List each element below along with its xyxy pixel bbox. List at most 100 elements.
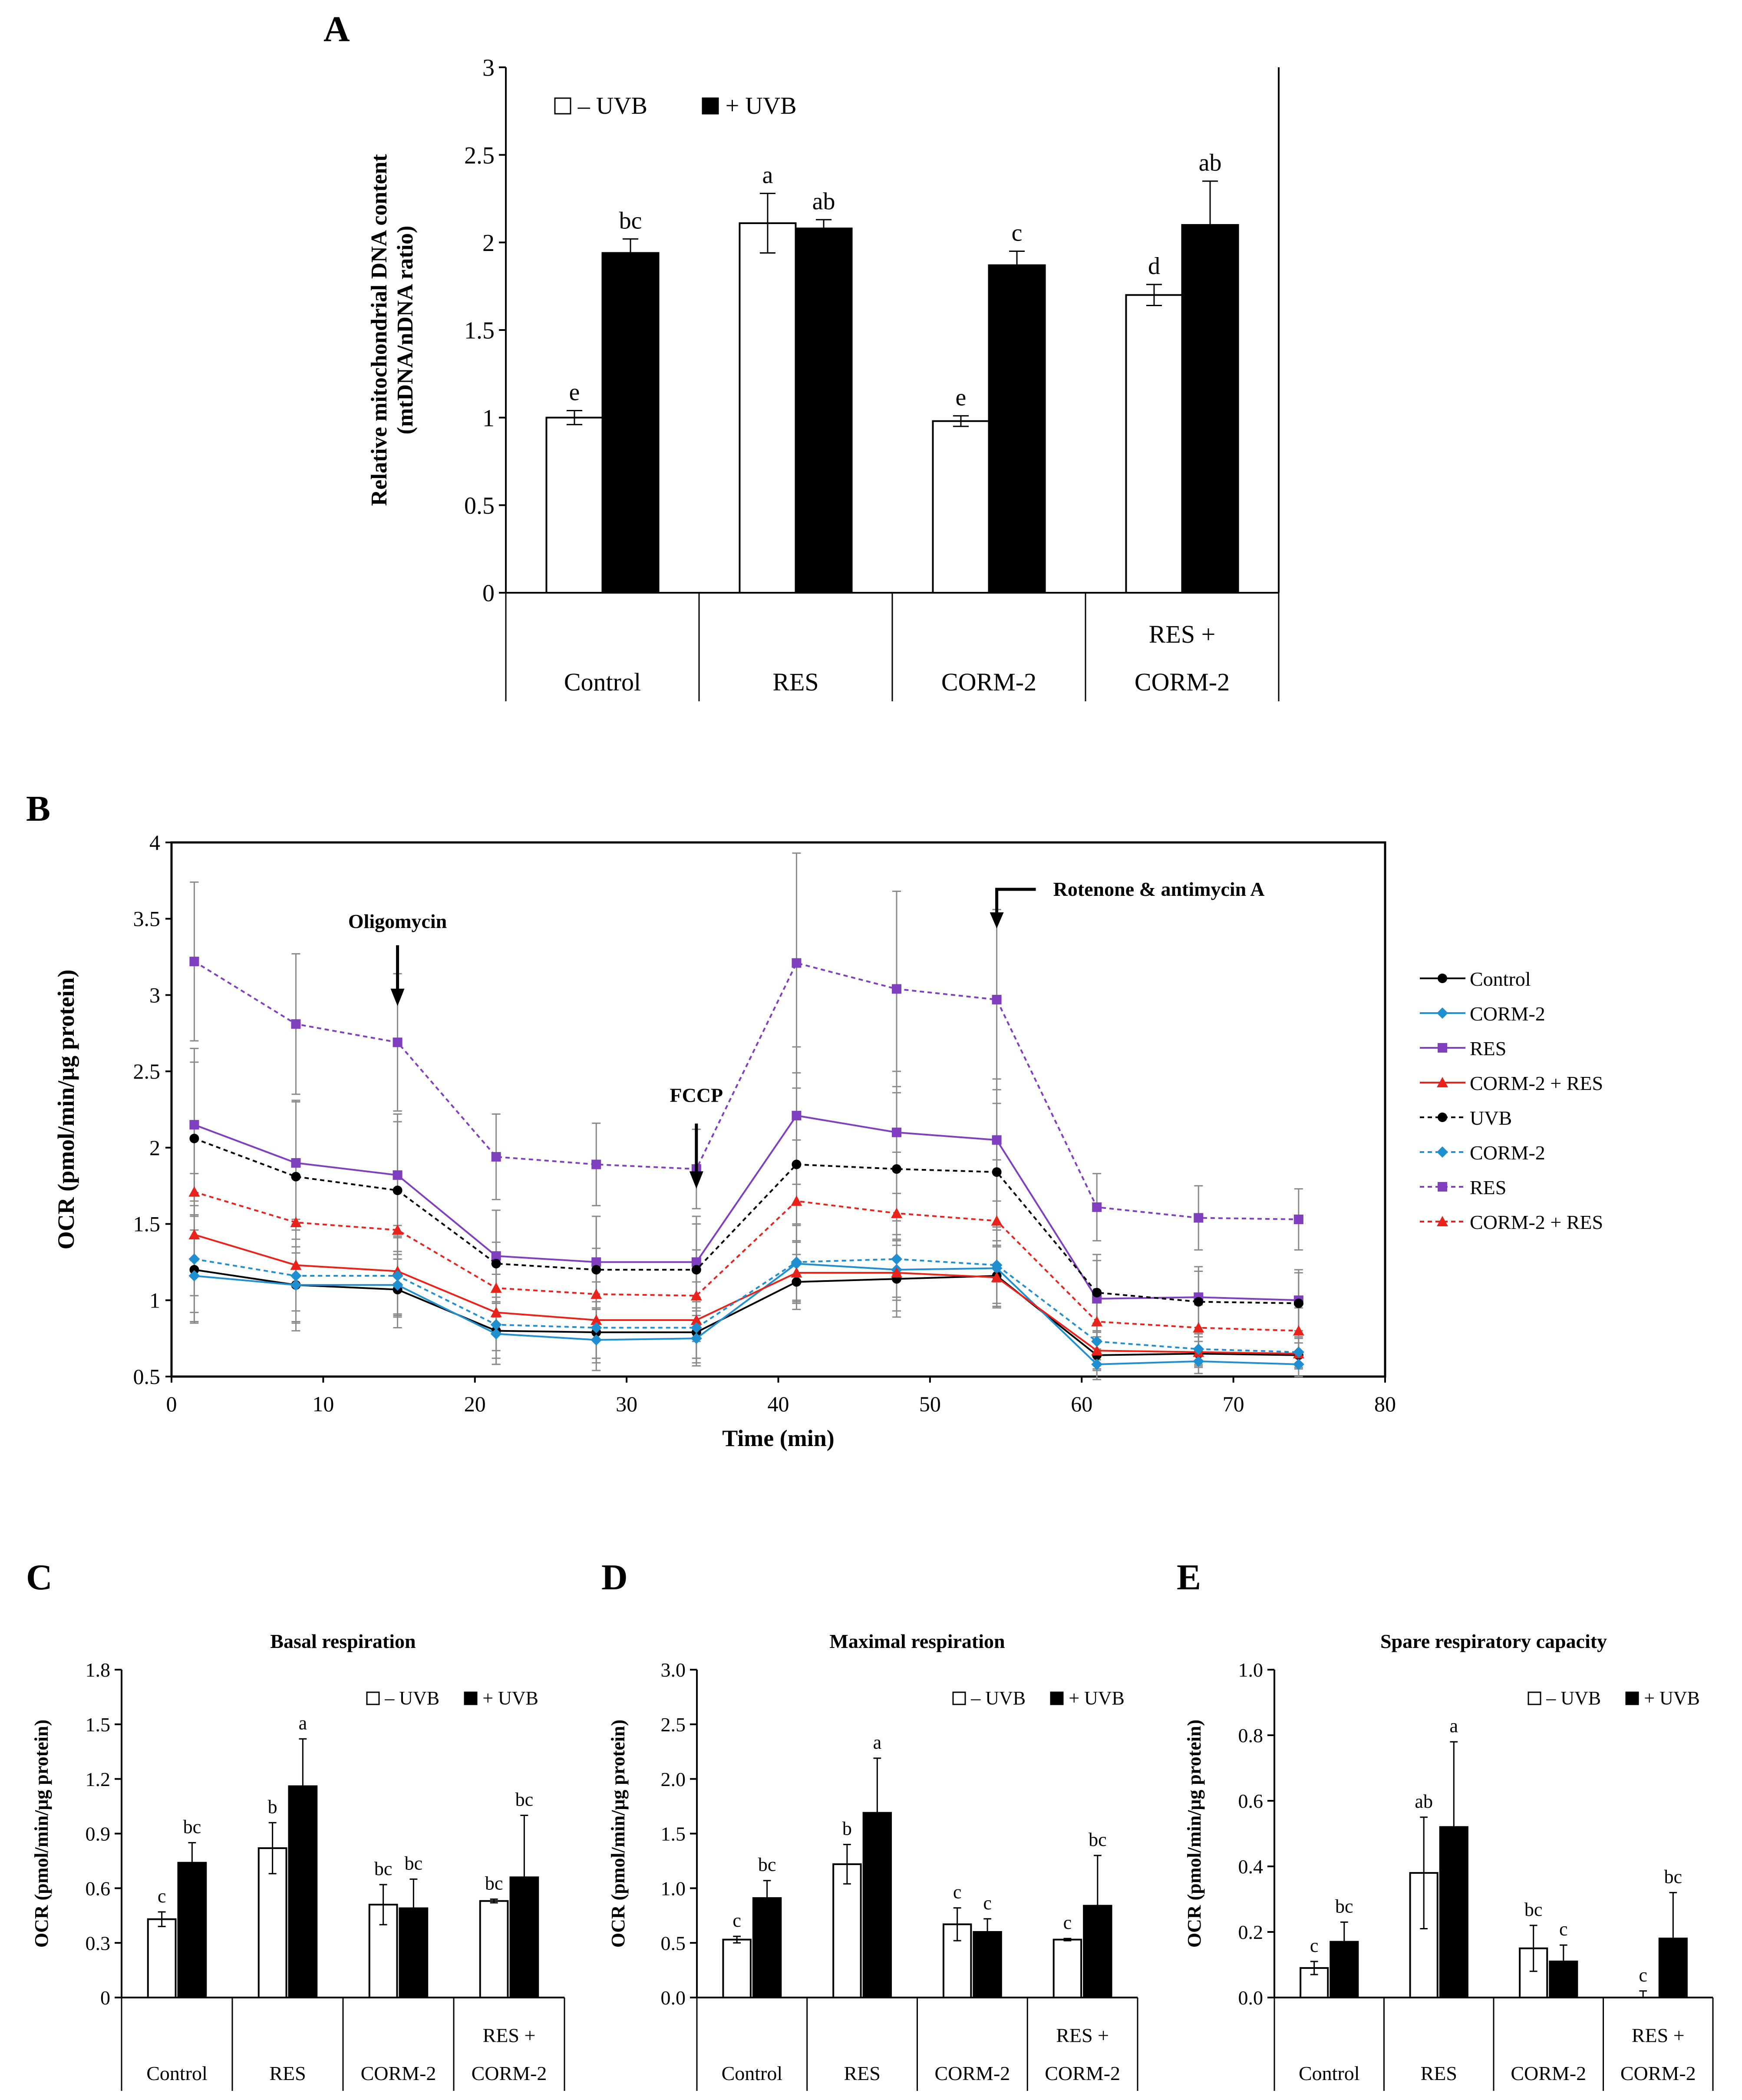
x-tick-label: 40 <box>768 1392 789 1416</box>
y-tick-label: 0.9 <box>86 1823 111 1845</box>
significance-letter: bc <box>1089 1829 1107 1850</box>
panel-label-a: A <box>323 9 350 50</box>
legend-label: + UVB <box>726 92 797 119</box>
y-tick-label: 2 <box>482 230 495 257</box>
data-point <box>591 1322 602 1334</box>
y-tick-label: 3.0 <box>661 1659 686 1681</box>
y-tick-label: 0 <box>100 1987 110 2009</box>
bar <box>479 1900 509 1998</box>
legend-label: – UVB <box>577 92 647 119</box>
significance-letter: e <box>956 384 967 411</box>
series-line <box>194 1114 1299 1301</box>
legend-label: CORM-2 <box>1470 1003 1545 1025</box>
data-point <box>1091 1316 1103 1327</box>
data-point <box>291 1158 301 1168</box>
y-tick-label: 1.5 <box>133 1212 161 1236</box>
data-point <box>290 1259 302 1270</box>
y-tick-label: 4 <box>149 830 160 855</box>
significance-letter: c <box>158 1885 166 1907</box>
significance-letter: ab <box>1415 1791 1433 1812</box>
legend-marker <box>1437 1007 1448 1019</box>
y-tick-label: 0.6 <box>86 1877 111 1899</box>
y-tick-label: 0.3 <box>86 1932 111 1954</box>
y-tick-label: 2.5 <box>464 142 495 169</box>
annotation-arrowhead <box>990 912 1004 928</box>
bar <box>1125 294 1183 594</box>
data-point <box>393 1170 403 1180</box>
data-point <box>1193 1322 1204 1333</box>
data-point <box>392 1224 403 1235</box>
data-point <box>490 1282 502 1293</box>
data-point <box>189 1133 199 1143</box>
legend-label: + UVB <box>1069 1687 1125 1709</box>
data-point <box>392 1279 403 1291</box>
y-tick-label: 3.5 <box>133 907 161 931</box>
data-point <box>1293 1215 1303 1225</box>
chart-title: Maximal respiration <box>829 1630 1005 1652</box>
data-point <box>1194 1213 1204 1223</box>
legend-swatch-minus-uvb <box>1528 1691 1541 1705</box>
data-point <box>1194 1297 1204 1307</box>
data-point <box>1091 1358 1103 1370</box>
annotation-arrow <box>995 888 1036 915</box>
significance-letter: d <box>1148 253 1160 280</box>
data-point <box>690 1290 702 1301</box>
legend-label: RES <box>1470 1176 1506 1199</box>
y-tick-label: 2 <box>149 1136 160 1160</box>
significance-letter: a <box>299 1712 307 1733</box>
category-label: CORM-2 <box>941 668 1036 696</box>
significance-letter: c <box>953 1882 962 1903</box>
bar <box>739 222 797 594</box>
category-label: CORM-2 <box>1511 2062 1586 2084</box>
data-point <box>291 1172 301 1182</box>
data-point <box>392 1270 403 1282</box>
legend-label: CORM-2 <box>1470 1142 1545 1164</box>
data-point <box>393 1185 403 1195</box>
series-line <box>194 1191 1299 1332</box>
y-tick-label: 2.0 <box>661 1768 686 1790</box>
x-tick-label: 10 <box>312 1392 334 1416</box>
legend-swatch-plus-uvb <box>1050 1691 1064 1705</box>
data-point <box>490 1307 502 1317</box>
data-point <box>892 984 902 994</box>
bar <box>1181 224 1239 594</box>
x-axis-label: Time (min) <box>722 1425 834 1451</box>
category-label: CORM-2 <box>472 2062 547 2084</box>
legend-label: – UVB <box>970 1687 1026 1709</box>
y-axis-label: OCR (pmol/min/μg protein) <box>607 1720 629 1948</box>
data-point <box>1193 1343 1204 1355</box>
data-point <box>691 1265 701 1275</box>
data-point <box>791 1256 802 1268</box>
data-point <box>690 1333 702 1344</box>
legend-marker <box>1438 974 1447 983</box>
legend-swatch-plus-uvb <box>1625 1691 1639 1705</box>
series-line <box>194 961 1299 1221</box>
data-point <box>290 1270 302 1282</box>
data-point <box>791 1267 802 1278</box>
bar <box>177 1862 207 1999</box>
data-point <box>188 1229 200 1240</box>
data-point <box>892 1127 902 1137</box>
significance-letter: bc <box>515 1789 534 1810</box>
x-tick-label: 20 <box>464 1392 486 1416</box>
data-point <box>792 958 802 968</box>
data-point <box>591 1159 601 1169</box>
category-label: Control <box>146 2062 208 2084</box>
y-tick-label: 0.6 <box>1238 1790 1264 1812</box>
significance-letter: b <box>268 1796 277 1817</box>
significance-letter: ab <box>1199 149 1222 176</box>
legend-label: Control <box>1470 968 1531 990</box>
data-point <box>792 1159 802 1169</box>
data-point <box>491 1258 501 1268</box>
y-axis-label: (mtDNA/nDNA ratio) <box>393 226 418 435</box>
y-tick-label: 2.5 <box>661 1714 686 1736</box>
annotation-label: Rotenone & antimycin A <box>1053 878 1265 900</box>
y-tick-label: 0 <box>482 580 495 607</box>
bar <box>832 1863 862 1999</box>
data-point <box>1092 1288 1102 1298</box>
significance-letter: bc <box>1524 1899 1543 1920</box>
significance-letter: a <box>873 1732 882 1753</box>
data-point <box>891 1253 903 1265</box>
